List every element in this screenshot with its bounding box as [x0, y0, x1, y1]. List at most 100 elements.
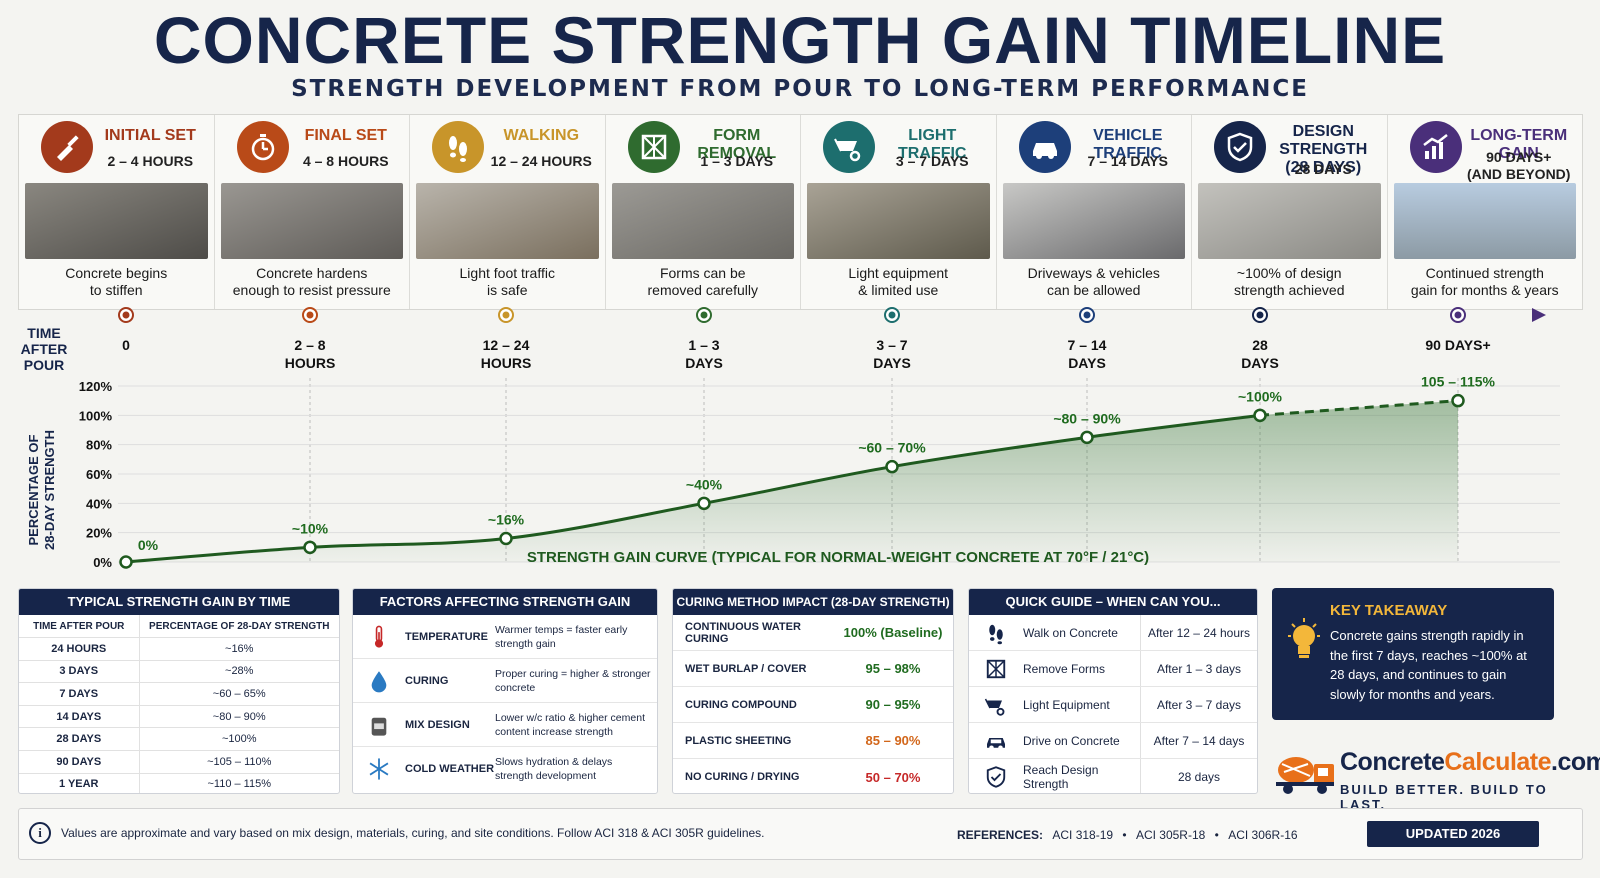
table-header: PERCENTAGE OF 28-DAY STRENGTH [139, 615, 339, 639]
factors-panel: FACTORS AFFECTING STRENGTH GAIN TEMPERAT… [352, 588, 658, 794]
data-point [119, 555, 133, 569]
stage-icon-badge [1409, 121, 1462, 173]
curing-method: PLASTIC SHEETING [685, 734, 792, 747]
stage-time: 2 – 4 HOURS [107, 153, 194, 169]
data-point [303, 540, 317, 555]
quick-guide-action: Drive on Concrete [1023, 723, 1141, 758]
stage-icon-badge [1214, 121, 1266, 173]
stage-icon-badge [236, 121, 289, 173]
x-tick-label: HOURS [285, 355, 336, 371]
curing-value: 100% (Baseline) [843, 625, 943, 640]
wheelbarrow-icon [834, 138, 861, 162]
strength-chart: 0 2 – 8 HOURS 12 – 24 HOURS 1 – 3 DAYS 3 – 7 DAY… [21, 307, 1560, 570]
factor-description: Slows hydration & delays strength develo… [495, 756, 613, 782]
x-tick-label: 90 DAYS+ [1425, 337, 1490, 353]
quick-guide-when: After 1 – 3 days [1156, 661, 1242, 676]
timeline-marker-dot [1454, 311, 1462, 319]
stage-photo [25, 183, 208, 259]
mixer-truck-icon [1276, 757, 1334, 794]
table-row: 14 DAYS ~80 – 90% [19, 705, 339, 729]
table-row: 24 HOURS ~16% [19, 637, 339, 661]
key-takeaway: KEY TAKEAWAY Concrete gains strength rap… [1272, 588, 1554, 720]
y-tick-label: 0% [93, 555, 112, 570]
quick-guide-action: Light Equipment [1023, 687, 1141, 722]
curing-row: NO CURING / DRYING 50 – 70% [673, 759, 953, 793]
trowel-icon [57, 135, 79, 161]
formwork-icon [986, 659, 1006, 678]
chart-title: STRENGTH GAIN CURVE (TYPICAL FOR NORMAL-… [527, 549, 1149, 566]
quick-guide-row: Remove Forms After 1 – 3 days [969, 651, 1257, 687]
quick-guide-row: Walk on Concrete After 12 – 24 hours [969, 615, 1257, 651]
footprints-icon [449, 136, 467, 162]
stage-description: Concrete begins to stiffen [65, 265, 168, 298]
curing-value: 50 – 70% [865, 769, 921, 785]
lightbulb-icon [1288, 618, 1320, 658]
factor-row: MIX DESIGN Lower w/c ratio & higher cemen… [353, 703, 657, 747]
footprints-icon [989, 624, 1003, 644]
stage-icon-badge [1018, 121, 1071, 173]
x-tick-label: 28 [1252, 337, 1268, 353]
factor-row: TEMPERATURE Warmer temps = faster early s… [353, 615, 657, 659]
x-tick-label: 2 – 8 [294, 337, 325, 353]
data-point [1080, 430, 1094, 445]
y-tick-label: 60% [86, 467, 112, 482]
stage-card: INITIAL SET 2 – 4 HOURS Concrete begins to… [19, 115, 215, 309]
factor-name: CURING [405, 674, 449, 687]
curing-row: PLASTIC SHEETING 85 – 90% [673, 723, 953, 759]
factor-name: TEMPERATURE [405, 630, 488, 643]
takeaway-text: Concrete gains strength rapidly in the f… [1330, 628, 1527, 702]
stage-description: Continued strength gain for months & yea… [1410, 265, 1559, 298]
curing-row: CURING COMPOUND 90 – 95% [673, 687, 953, 723]
factor-row: COLD WEATHER Slows hydration & delays str… [353, 747, 657, 791]
quick-guide-when: After 12 – 24 hours [1147, 625, 1251, 640]
references: REFERENCES: ACI 318-19 • ACI 305R-18 • A… [957, 828, 1298, 842]
snowflake-icon [369, 758, 389, 780]
data-point [885, 459, 899, 474]
stage-time: 12 – 24 HOURS [490, 153, 592, 169]
stage-name: WALKING [503, 127, 580, 144]
stage-card: VEHICLE TRAFFIC 7 – 14 DAYS Driveways & ve… [997, 115, 1192, 309]
x-tick-label: 12 – 24 [483, 337, 530, 353]
stage-name: FORM REMOVAL [697, 127, 777, 162]
y-tick-label: 100% [79, 408, 113, 423]
footer: i Values are approximate and vary based … [18, 808, 1583, 860]
stage-name: VEHICLE TRAFFIC [1093, 127, 1163, 162]
curing-title: CURING METHOD IMPACT (28-DAY STRENGTH) [673, 589, 953, 615]
data-label: ~80 – 90% [1053, 410, 1121, 426]
updated-badge: UPDATED 2026 [1367, 821, 1539, 847]
strength-by-time-title: TYPICAL STRENGTH GAIN BY TIME [19, 589, 339, 615]
header: CONCRETE STRENGTH GAIN TIMELINE STRENGTH… [0, 0, 1600, 112]
curing-row: WET BURLAP / COVER 95 – 98% [673, 651, 953, 687]
growth-chart-icon [1422, 134, 1448, 159]
x-tick-label: 1 – 3 [688, 337, 719, 353]
x-tick-label: DAYS [685, 355, 723, 371]
table-row: 28 DAYS ~100% [19, 727, 339, 752]
y-tick-label: 40% [86, 496, 112, 511]
brand-logo[interactable]: ConcreteCalculate.com BUILD BETTER. BUIL… [1274, 744, 1600, 812]
strength-by-time-table: TYPICAL STRENGTH GAIN BY TIME TIME AFTER… [18, 588, 340, 794]
data-point [697, 496, 711, 511]
stage-time: 7 – 14 DAYS [1087, 153, 1168, 169]
factor-row: CURING Proper curing = higher & stronger … [353, 659, 657, 703]
timeline-marker-dot [888, 311, 896, 319]
shield-check-icon [986, 766, 1006, 788]
x-tick-label: DAYS [1068, 355, 1106, 371]
factor-description: Warmer temps = faster early strength gai… [495, 623, 628, 650]
y-tick-label: 120% [79, 379, 113, 394]
factor-name: COLD WEATHER [405, 763, 495, 775]
quick-guide-row: Reach Design Strength 28 days [969, 759, 1257, 793]
stage-description: ~100% of design strength achieved [1233, 265, 1345, 298]
stage-card: FINAL SET 4 – 8 HOURS Concrete hardens eno… [215, 115, 410, 309]
x-tick-label: 7 – 14 [1068, 337, 1107, 353]
quick-guide-action: Remove Forms [1023, 651, 1141, 686]
factors-title: FACTORS AFFECTING STRENGTH GAIN [353, 589, 657, 615]
y-axis-label: PERCENTAGE OF28-DAY STRENGTH [26, 430, 57, 550]
brand-name: ConcreteCalculate.com [1340, 748, 1600, 776]
data-label: ~60 – 70% [858, 440, 926, 456]
x-axis-label: TIME AFTER POUR [21, 325, 68, 373]
timeline-marker-dot [1256, 311, 1264, 319]
y-tick-label: 80% [86, 438, 112, 453]
shield-check-icon [1227, 132, 1253, 162]
curing-method: NO CURING / DRYING [685, 771, 800, 783]
factor-description: Proper curing = higher & stronger concre… [495, 667, 651, 694]
